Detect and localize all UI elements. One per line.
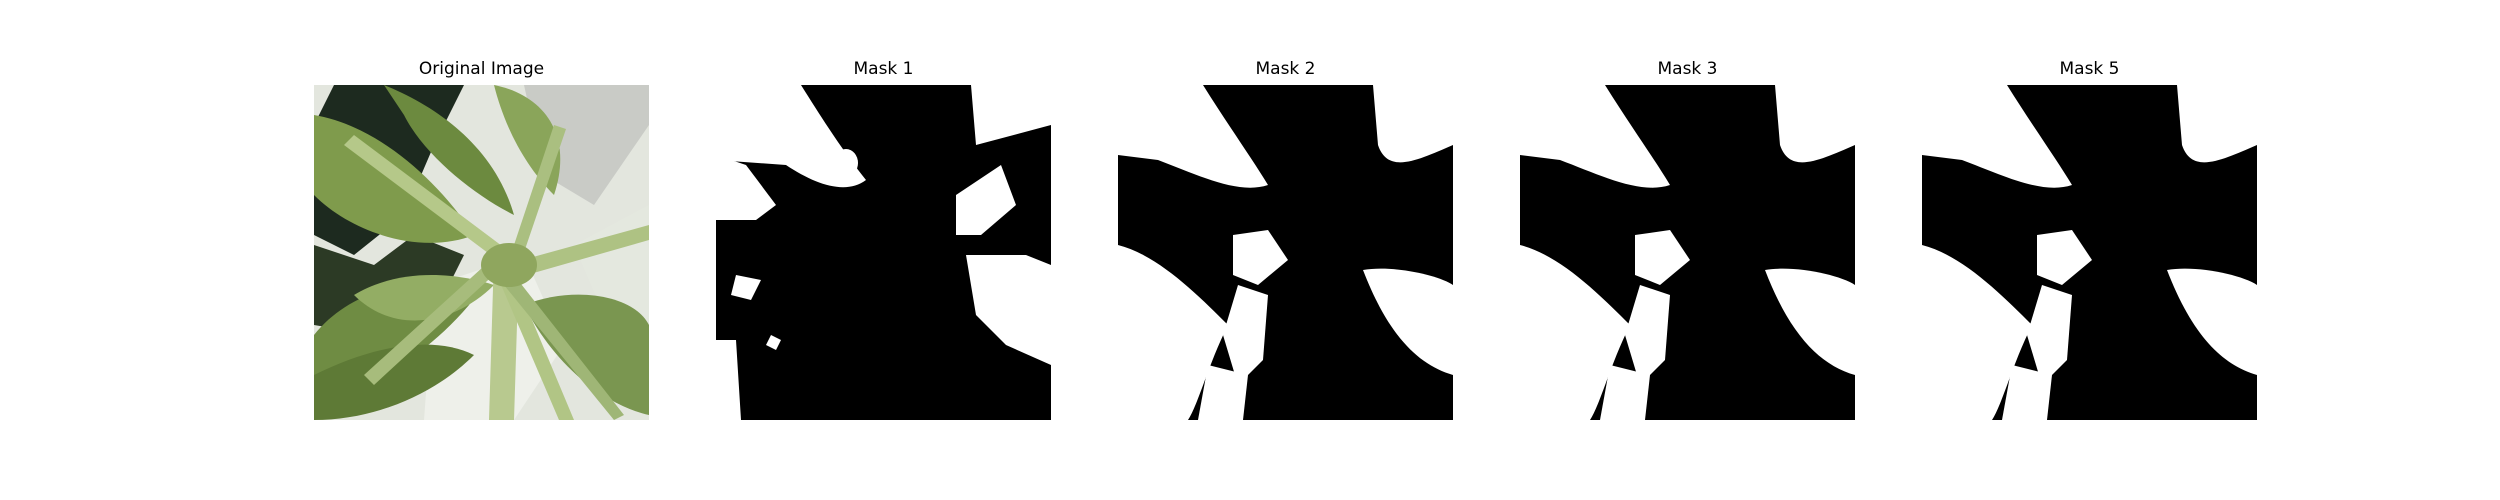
original-image-panel: Original Image: [314, 59, 649, 420]
panel-title: Mask 3: [1657, 59, 1718, 79]
panel-title: Original Image: [418, 59, 545, 79]
plant-photo: [314, 85, 649, 420]
mask-1-panel: Mask 1: [716, 59, 1051, 420]
panel-title: Mask 1: [853, 59, 914, 79]
panel-title: Mask 5: [2059, 59, 2120, 79]
mask-1-image: [716, 85, 1051, 420]
mask-2-image: [1118, 85, 1453, 420]
panel-title: Mask 2: [1255, 59, 1316, 79]
mask-2-panel: Mask 2: [1118, 59, 1453, 420]
mask-5-panel: Mask 5: [1922, 59, 2257, 420]
mask-3-image: [1520, 85, 1855, 420]
mask-5-image: [1922, 85, 2257, 420]
mask-3-panel: Mask 3: [1520, 59, 1855, 420]
